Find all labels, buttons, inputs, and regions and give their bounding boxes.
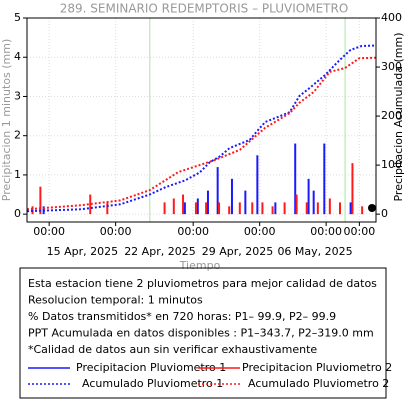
x-tick-label: 00:00 — [344, 225, 376, 238]
precip-bar — [294, 143, 297, 215]
info-note: % Datos transmitidos* en 720 horas: P1– … — [28, 310, 336, 323]
plot-frame — [26, 17, 377, 223]
y-tick-label: 2 — [14, 129, 21, 142]
y2-tick-label: 200 — [381, 109, 402, 122]
y2-axis-label: Precipitacion Acumulada (mm) — [392, 32, 405, 201]
precip-bar — [230, 178, 233, 215]
precip-bar — [274, 202, 277, 215]
precip-bar — [256, 155, 259, 215]
legend-label: Precipitacion Pluviometro 1 — [76, 361, 226, 374]
precip-bar — [194, 202, 197, 215]
precip-bar — [182, 194, 185, 215]
precip-bar — [261, 202, 264, 215]
y2-tick-label: 0 — [381, 207, 388, 220]
y-tick-label: 0 — [14, 207, 21, 220]
precip-bar — [338, 202, 341, 215]
legend-label: Acumulado Pluviometro 2 — [248, 377, 389, 390]
y2-tick-label: 100 — [381, 158, 402, 171]
y-tick-label: 1 — [14, 168, 21, 181]
precip-bar — [328, 198, 331, 215]
y-tick-label: 5 — [14, 11, 21, 24]
info-box — [19, 267, 387, 399]
precip-bar — [305, 202, 308, 215]
precip-bar — [205, 202, 208, 215]
accumulated-line — [26, 56, 377, 211]
precip-bar — [244, 190, 247, 215]
x-tick-label: 00:00 — [177, 225, 209, 238]
precip-bar — [361, 206, 364, 215]
precip-bar — [312, 190, 315, 215]
precip-bar — [163, 202, 166, 215]
x-date-label: 15 Apr, 2025 — [47, 245, 119, 258]
precip-bar — [183, 202, 186, 215]
y2-tick-label: 300 — [381, 60, 402, 73]
precip-bar — [39, 186, 42, 215]
y-axis-label: Precipitacion 1 minutos (mm) — [0, 39, 13, 201]
precip-bar — [323, 143, 326, 215]
precip-bar — [251, 202, 254, 215]
y2-tick-label: 400 — [381, 11, 402, 24]
precip-bar — [228, 206, 231, 215]
precip-bar — [351, 163, 354, 215]
info-note: Resolucion temporal: 1 minutos — [28, 294, 203, 307]
precip-bar — [295, 194, 298, 215]
precip-bar — [316, 202, 319, 215]
info-note: Esta estacion tiene 2 pluviometros para … — [28, 277, 377, 290]
precip-bar — [216, 167, 219, 215]
legend-label: Acumulado Pluviometro 1 — [82, 377, 223, 390]
y-tick-label: 4 — [14, 50, 21, 63]
info-note: PPT Acumulada en datos disponibles : P1–… — [28, 327, 374, 340]
precip-bar — [307, 178, 310, 215]
precip-bar — [89, 194, 92, 215]
y-tick-label: 3 — [14, 89, 21, 102]
precip-bar — [271, 206, 274, 215]
precip-bar — [283, 202, 286, 215]
x-date-label: 29 Apr, 2025 — [202, 245, 274, 258]
x-tick-label: 00:00 — [33, 225, 65, 238]
precip-bar — [196, 198, 199, 215]
precip-bar — [218, 202, 221, 215]
chart-title: 289. SEMINARIO REDEMPTORIS – PLUVIOMETRO — [60, 2, 349, 16]
status-dot — [368, 204, 376, 212]
precip-bar — [172, 198, 175, 215]
precip-bar — [238, 202, 241, 215]
x-tick-label: 00:00 — [100, 225, 132, 238]
legend-label: Precipitacion Pluviometro 2 — [242, 361, 392, 374]
info-note: *Calidad de datos aun sin verificar exha… — [28, 343, 317, 356]
x-date-label: 06 May, 2025 — [277, 245, 352, 258]
x-tick-label: 00:00 — [310, 225, 342, 238]
precip-bar — [206, 190, 209, 215]
precip-bar — [106, 202, 109, 215]
precip-bar — [349, 202, 352, 215]
x-date-label: 22 Apr, 2025 — [124, 245, 196, 258]
x-axis-label: Tiempo — [179, 259, 221, 272]
x-tick-label: 00:00 — [244, 225, 276, 238]
